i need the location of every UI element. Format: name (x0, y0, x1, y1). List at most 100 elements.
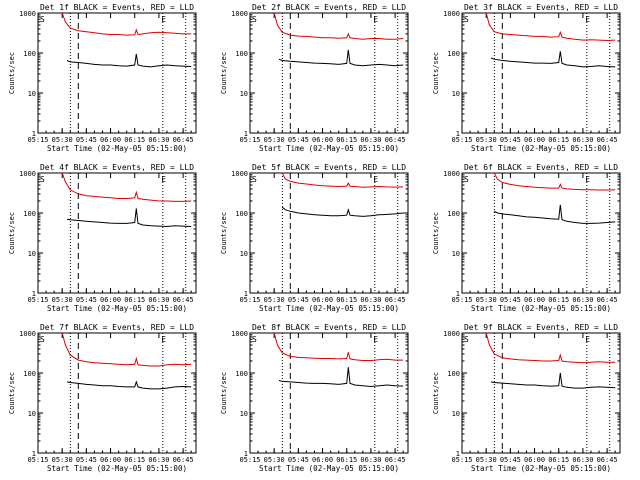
x-tick-label: 05:15 (27, 296, 48, 304)
panel: Det 8f BLACK = Events, RED = LLD 1 10 100 10… (220, 323, 409, 473)
x-tick-label: 05:45 (500, 136, 521, 144)
x-tick-label: 06:00 (100, 296, 121, 304)
x-tick-label: 06:30 (572, 296, 593, 304)
y-tick-label: 1 (456, 450, 460, 458)
x-tick-label: 05:30 (476, 296, 497, 304)
panel: Det 3f BLACK = Events, RED = LLD 1 10 100 10… (432, 3, 621, 153)
x-axis-label: Start Time (02-May-05 05:15:00) (47, 304, 187, 313)
x-tick-label: 06:30 (148, 136, 169, 144)
panel-title: Det 2f BLACK = Events, RED = LLD (252, 3, 406, 12)
events-series-line (278, 49, 404, 67)
y-axis-label: Counts/sec (220, 212, 228, 254)
x-tick-label: 06:15 (336, 296, 357, 304)
x-axis-label: Start Time (02-May-05 05:15:00) (259, 144, 399, 153)
y-tick-label: 1000 (443, 170, 460, 178)
x-tick-label: 05:30 (476, 136, 497, 144)
end-marker-label: E (585, 335, 590, 344)
x-tick-label: 05:30 (52, 136, 73, 144)
panel: Det 4f BLACK = Events, RED = LLD 1 10 100 10… (8, 163, 197, 313)
plot-frame (249, 172, 409, 294)
x-tick-label: 06:30 (360, 456, 381, 464)
x-tick-label: 05:30 (264, 136, 285, 144)
plot-frame (37, 332, 197, 454)
y-tick-label: 10 (28, 410, 36, 418)
panel: Det 6f BLACK = Events, RED = LLD 1 10 100 10… (432, 163, 621, 313)
panel-title: Det 4f BLACK = Events, RED = LLD (40, 163, 194, 172)
lld-series-line (273, 12, 404, 40)
x-axis-label: Start Time (02-May-05 05:15:00) (471, 304, 611, 313)
events-series-line (493, 204, 616, 224)
end-marker-label: E (161, 175, 166, 184)
x-tick-label: 06:30 (148, 456, 169, 464)
lld-series-line (61, 332, 192, 367)
lld-series-line (485, 12, 616, 42)
x-tick-label: 06:00 (524, 456, 545, 464)
plot-frame (37, 12, 197, 134)
x-tick-label: 05:15 (451, 136, 472, 144)
panel-title: Det 6f BLACK = Events, RED = LLD (464, 163, 618, 172)
x-tick-label: 06:45 (597, 296, 618, 304)
x-tick-label: 05:30 (52, 456, 73, 464)
x-tick-label: 06:45 (173, 456, 194, 464)
lld-series-line (281, 172, 404, 188)
x-tick-label: 05:45 (500, 296, 521, 304)
y-tick-label: 10 (452, 410, 460, 418)
panel: Det 7f BLACK = Events, RED = LLD 1 10 100 10… (8, 323, 197, 473)
lld-series-line (493, 172, 616, 191)
x-tick-label: 06:00 (524, 296, 545, 304)
y-tick-label: 10 (452, 90, 460, 98)
y-tick-label: 10 (240, 90, 248, 98)
panel-title: Det 5f BLACK = Events, RED = LLD (252, 163, 406, 172)
y-axis-label: Counts/sec (220, 52, 228, 94)
x-axis-label: Start Time (02-May-05 05:15:00) (471, 464, 611, 473)
y-tick-label: 10 (240, 410, 248, 418)
x-tick-label: 05:45 (76, 456, 97, 464)
y-tick-label: 1 (244, 130, 248, 138)
start-marker-label: S (252, 15, 257, 24)
y-tick-label: 10 (240, 250, 248, 258)
y-tick-label: 100 (235, 50, 248, 58)
x-tick-label: 06:30 (572, 136, 593, 144)
plot-frame (461, 172, 621, 294)
panel-title: Det 3f BLACK = Events, RED = LLD (464, 3, 618, 12)
x-tick-label: 06:00 (100, 136, 121, 144)
y-axis-label: Counts/sec (8, 212, 16, 254)
x-tick-label: 06:15 (548, 296, 569, 304)
y-axis-label: Counts/sec (8, 372, 16, 414)
start-marker-label: S (464, 175, 469, 184)
x-tick-label: 06:30 (360, 296, 381, 304)
x-tick-label: 06:30 (360, 136, 381, 144)
x-tick-label: 06:15 (124, 136, 145, 144)
x-tick-label: 06:45 (385, 456, 406, 464)
x-tick-label: 06:15 (548, 456, 569, 464)
x-tick-label: 06:45 (597, 456, 618, 464)
start-marker-label: S (252, 335, 257, 344)
y-axis-label: Counts/sec (220, 372, 228, 414)
panel: Det 9f BLACK = Events, RED = LLD 1 10 100 10… (432, 323, 621, 473)
y-tick-label: 100 (235, 210, 248, 218)
end-marker-label: E (585, 175, 590, 184)
events-series-line (281, 206, 404, 217)
end-marker-label: E (585, 15, 590, 24)
x-tick-label: 05:30 (52, 296, 73, 304)
events-series-line (66, 380, 192, 390)
panel-title: Det 8f BLACK = Events, RED = LLD (252, 323, 406, 332)
y-tick-label: 100 (23, 210, 36, 218)
y-tick-label: 1000 (443, 330, 460, 338)
x-axis-label: Start Time (02-May-05 05:15:00) (47, 144, 187, 153)
x-tick-label: 06:00 (312, 296, 333, 304)
x-tick-label: 06:15 (336, 456, 357, 464)
y-axis-label: Counts/sec (432, 372, 440, 414)
x-tick-label: 06:00 (100, 456, 121, 464)
x-tick-label: 05:45 (76, 296, 97, 304)
x-tick-label: 05:45 (500, 456, 521, 464)
x-axis-label: Start Time (02-May-05 05:15:00) (259, 304, 399, 313)
y-tick-label: 100 (23, 50, 36, 58)
x-tick-label: 06:30 (148, 296, 169, 304)
start-marker-label: S (40, 15, 45, 24)
x-tick-label: 06:45 (597, 136, 618, 144)
y-tick-label: 10 (28, 90, 36, 98)
x-tick-label: 05:15 (239, 456, 260, 464)
start-marker-label: S (464, 15, 469, 24)
y-tick-label: 100 (447, 50, 460, 58)
